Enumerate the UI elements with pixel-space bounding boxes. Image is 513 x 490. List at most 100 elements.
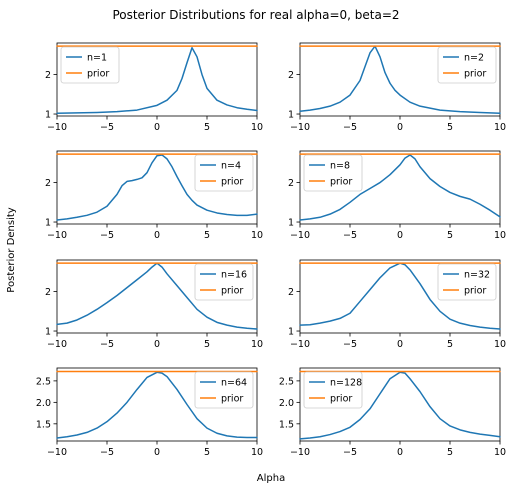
- x-tick-label: 0: [154, 447, 160, 458]
- y-tick-label: 1: [288, 327, 294, 338]
- y-tick-label: 2.0: [279, 398, 294, 409]
- legend: n=32 prior: [437, 263, 497, 301]
- x-tick-label: 10: [494, 122, 506, 133]
- legend-box: [60, 46, 120, 84]
- x-tick-label: 0: [154, 230, 160, 241]
- y-tick-label: 2: [45, 178, 51, 189]
- legend-entry: prior: [87, 69, 109, 80]
- legend-entry: n=64: [221, 378, 247, 389]
- x-tick-label: −5: [343, 339, 357, 350]
- x-tick-label: 0: [397, 122, 403, 133]
- subplot-6: −10 −5 0 5 10 1 2 n=32 prior: [288, 259, 506, 350]
- legend-box: [437, 263, 497, 301]
- x-tick-label: 10: [494, 230, 506, 241]
- x-tick-label: 10: [251, 230, 263, 241]
- x-tick-label: −5: [100, 122, 114, 133]
- subplot-7: −10 −5 0 5 10 1.5 2.0 2.5 n=64 prior: [36, 367, 263, 458]
- legend: n=2 prior: [437, 46, 497, 84]
- posterior-line: [56, 154, 258, 221]
- x-tick-label: 10: [251, 122, 263, 133]
- x-tick-label: −10: [47, 122, 67, 133]
- legend-entry: prior: [330, 177, 352, 188]
- subplot-1: −10 −5 0 5 10 1 2 n=1 prior: [45, 42, 263, 133]
- legend: n=16 prior: [194, 263, 254, 301]
- legend-entry: prior: [221, 177, 243, 188]
- legend-entry: prior: [464, 69, 486, 80]
- y-tick-label: 2: [288, 178, 294, 189]
- x-tick-label: −10: [290, 339, 310, 350]
- x-tick-label: 0: [154, 122, 160, 133]
- posterior-line: [299, 154, 501, 221]
- legend-box: [194, 154, 254, 192]
- posterior-line: [299, 371, 501, 440]
- x-tick-label: −10: [47, 447, 67, 458]
- posterior-line: [299, 45, 501, 114]
- x-tick-label: 10: [251, 447, 263, 458]
- x-tick-label: 5: [447, 122, 453, 133]
- x-tick-label: 0: [397, 447, 403, 458]
- y-tick-label: 1: [45, 327, 51, 338]
- y-tick-label: 2.0: [36, 398, 51, 409]
- x-tick-label: −10: [47, 230, 67, 241]
- x-tick-label: −5: [100, 230, 114, 241]
- subplot-3: −10 −5 0 5 10 1 2 n=4 prior: [45, 150, 263, 241]
- legend: n=4 prior: [194, 154, 254, 192]
- x-tick-label: −5: [100, 339, 114, 350]
- legend-entry: n=4: [221, 161, 241, 172]
- x-tick-label: 0: [154, 339, 160, 350]
- x-tick-label: 5: [204, 122, 210, 133]
- x-tick-label: −5: [343, 447, 357, 458]
- subplot-4: −10 −5 0 5 10 1 2 n=8 prior: [288, 150, 506, 241]
- legend: n=64 prior: [194, 371, 254, 409]
- legend-entry: n=128: [330, 378, 362, 389]
- subplot-5: −10 −5 0 5 10 1 2 n=16 prior: [45, 259, 263, 350]
- legend-entry: n=16: [221, 270, 247, 281]
- x-tick-label: 10: [494, 339, 506, 350]
- legend-entry: n=8: [330, 161, 350, 172]
- y-axis-label: Posterior Density: [6, 207, 17, 292]
- legend: n=128 prior: [303, 371, 363, 409]
- legend-box: [303, 371, 363, 409]
- legend-entry: prior: [330, 394, 352, 405]
- legend-box: [194, 263, 254, 301]
- x-tick-label: 10: [251, 339, 263, 350]
- x-tick-label: −10: [290, 447, 310, 458]
- legend-box: [194, 371, 254, 409]
- posterior-line: [299, 262, 501, 330]
- y-tick-label: 2: [288, 70, 294, 81]
- y-tick-label: 1.5: [36, 419, 51, 430]
- legend: n=1 prior: [60, 46, 120, 84]
- y-tick-label: 2: [288, 287, 294, 298]
- x-axis-label: Alpha: [257, 473, 285, 484]
- subplot-2: −10 −5 0 5 10 1 2 n=2 prior: [288, 42, 506, 133]
- legend-box: [437, 46, 497, 84]
- x-tick-label: 5: [204, 447, 210, 458]
- x-tick-label: 5: [447, 339, 453, 350]
- subplot-8: −10 −5 0 5 10 1.5 2.0 2.5 n=128 prior: [279, 367, 506, 458]
- posterior-line: [56, 371, 258, 439]
- legend-box: [303, 154, 363, 192]
- y-tick-label: 1: [45, 110, 51, 121]
- x-tick-label: 5: [447, 447, 453, 458]
- legend-entry: prior: [221, 394, 243, 405]
- y-tick-label: 2.5: [36, 376, 51, 387]
- x-tick-label: −5: [343, 230, 357, 241]
- y-tick-label: 1: [288, 218, 294, 229]
- x-tick-label: 10: [494, 447, 506, 458]
- y-tick-label: 2: [45, 70, 51, 81]
- y-tick-label: 1: [288, 110, 294, 121]
- x-tick-label: −5: [343, 122, 357, 133]
- legend-entry: prior: [464, 286, 486, 297]
- x-tick-label: 0: [397, 230, 403, 241]
- y-tick-label: 2: [45, 287, 51, 298]
- x-tick-label: −10: [47, 339, 67, 350]
- y-tick-label: 1.5: [279, 419, 294, 430]
- x-tick-label: 0: [397, 339, 403, 350]
- legend-entry: prior: [221, 286, 243, 297]
- x-tick-label: −10: [290, 122, 310, 133]
- x-tick-label: 5: [447, 230, 453, 241]
- posterior-line: [56, 46, 258, 114]
- legend-entry: n=32: [464, 270, 490, 281]
